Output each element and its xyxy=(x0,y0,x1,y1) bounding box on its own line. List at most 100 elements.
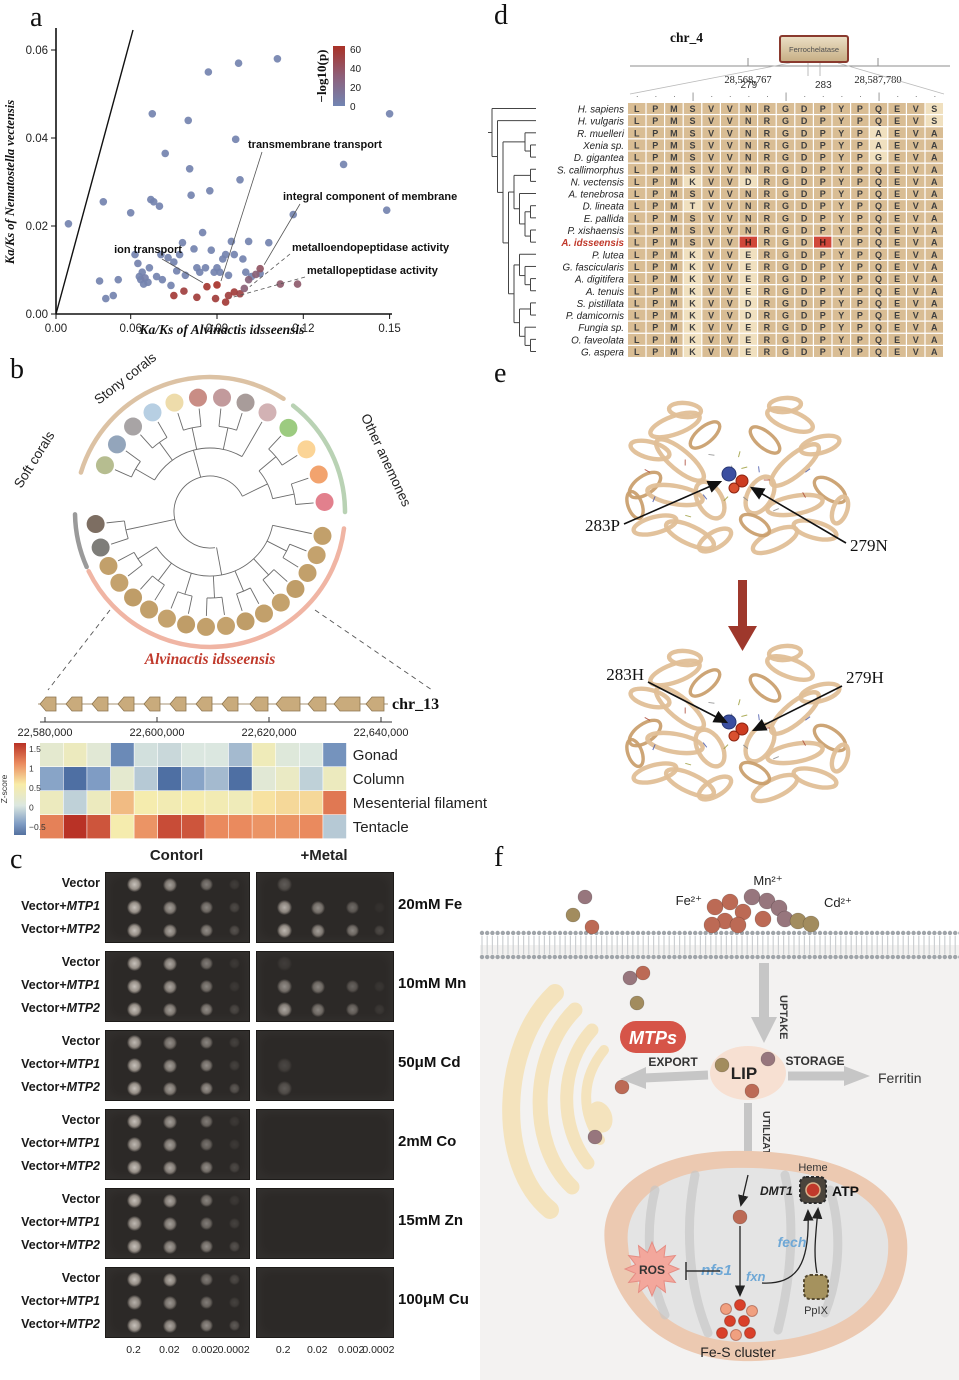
residue-letter: S xyxy=(689,153,695,163)
residue-cell xyxy=(907,188,925,199)
residue-cell xyxy=(628,285,646,297)
colony-spot xyxy=(199,1036,213,1049)
annotation-label: metalloendopeptidase activity xyxy=(292,242,450,254)
residue-cell xyxy=(702,248,720,260)
colorbar-tick-label: 0 xyxy=(29,803,34,813)
residue-cell xyxy=(702,346,720,357)
residue-letter: Y xyxy=(838,177,844,187)
residue-cell xyxy=(832,127,850,139)
residue-cell xyxy=(888,333,906,345)
scatter-point xyxy=(203,282,211,291)
scatter-point xyxy=(224,271,233,280)
residue-letter: P xyxy=(820,153,826,163)
residue-cell xyxy=(795,260,813,272)
residue-letter: V xyxy=(708,116,714,126)
utilization-arrow xyxy=(744,1103,752,1163)
residue-letter: E xyxy=(894,128,900,138)
scatter-point xyxy=(289,210,298,219)
residue-cell xyxy=(721,309,739,321)
colony-spot xyxy=(127,1081,143,1096)
residue-cell xyxy=(776,321,795,333)
colony-spot xyxy=(199,1194,213,1207)
residue-letter: P xyxy=(857,250,863,260)
residue-cell xyxy=(888,151,906,163)
dilution-label: 0.0002 xyxy=(217,1344,250,1356)
heatmap-cell xyxy=(63,743,87,767)
species-name: D. lineata xyxy=(583,202,625,213)
residue-letter: E xyxy=(745,286,751,296)
residue-letter: N xyxy=(745,201,752,211)
residue-letter: P xyxy=(820,140,826,150)
scale-tick-label: 22,600,000 xyxy=(129,727,184,739)
heatmap-cell xyxy=(228,815,252,839)
heatmap-cell xyxy=(205,815,229,839)
residue-letter: P xyxy=(857,177,863,187)
colony-spot xyxy=(127,1035,143,1050)
mutation-sphere-blue xyxy=(721,714,737,730)
species-name: A. idsseensis xyxy=(560,238,624,249)
residue-letter: M xyxy=(670,226,678,236)
legend-tick-label: 40 xyxy=(350,64,362,75)
species-dot xyxy=(107,435,126,454)
plasma-membrane xyxy=(479,930,959,960)
residue-cell xyxy=(721,285,739,297)
strain-label: Vector xyxy=(61,876,100,890)
colony-spot xyxy=(127,1137,143,1152)
residue-letter: D xyxy=(745,298,752,308)
residue-letter: V xyxy=(727,201,733,211)
metal-ion xyxy=(703,916,721,934)
residue-cell xyxy=(888,188,906,199)
residue-cell xyxy=(721,297,739,309)
residue-letter: S xyxy=(689,238,695,248)
residue-cell xyxy=(739,333,757,345)
metal-plate xyxy=(256,1267,394,1338)
annotation-line xyxy=(220,151,263,282)
residue-cell xyxy=(851,297,869,309)
residue-letter: L xyxy=(634,238,640,248)
residue-cell xyxy=(721,321,739,333)
metal-plate xyxy=(256,1188,394,1259)
metal-ion xyxy=(584,919,600,935)
residue-letter: V xyxy=(913,104,919,114)
species-dot xyxy=(95,456,114,475)
colony-spot xyxy=(163,1239,178,1254)
species-dot xyxy=(309,465,328,484)
residue-letter: P xyxy=(820,262,826,272)
residue-cell xyxy=(628,200,646,212)
residue-cell xyxy=(814,151,832,163)
residue-cell xyxy=(925,285,943,297)
residue-letter: D xyxy=(801,104,808,114)
residue-letter: M xyxy=(670,213,678,223)
residue-letter: H xyxy=(745,238,752,248)
residue-cell xyxy=(832,103,850,114)
residue-letter: P xyxy=(652,335,658,345)
metal-ion xyxy=(729,916,747,934)
heatmap-cell xyxy=(40,791,63,815)
residue-cell xyxy=(683,273,702,285)
residue-letter: L xyxy=(634,128,640,138)
heatmap-cell xyxy=(299,743,323,767)
residue-letter: Q xyxy=(875,104,882,114)
metal-ion xyxy=(802,915,820,933)
y-axis-label: Ka/Ks of Nematostella vectensis xyxy=(3,100,17,265)
residue-letter: V xyxy=(708,311,714,321)
residue-cell xyxy=(907,346,925,357)
species-name: A. tenuis xyxy=(585,287,624,298)
arrow-283P xyxy=(623,480,723,525)
residue-cell xyxy=(628,309,646,321)
species-name: G. fascicularis xyxy=(562,262,624,273)
residue-letter: K xyxy=(689,177,696,187)
species-dot xyxy=(286,579,305,598)
residue-letter: D xyxy=(801,250,808,260)
species-dot xyxy=(124,588,143,607)
residue-letter: P xyxy=(820,274,826,284)
uptake-arrowhead xyxy=(751,1017,777,1043)
residue-cell xyxy=(832,297,850,309)
scatter-point xyxy=(198,228,207,237)
residue-letter: A xyxy=(931,347,938,357)
residue-cell xyxy=(869,285,888,297)
residue-cell xyxy=(869,212,888,224)
species-name: P. lutea xyxy=(592,250,625,261)
scatter-point xyxy=(164,253,172,262)
alignment-ruler-mark: · xyxy=(822,91,825,101)
